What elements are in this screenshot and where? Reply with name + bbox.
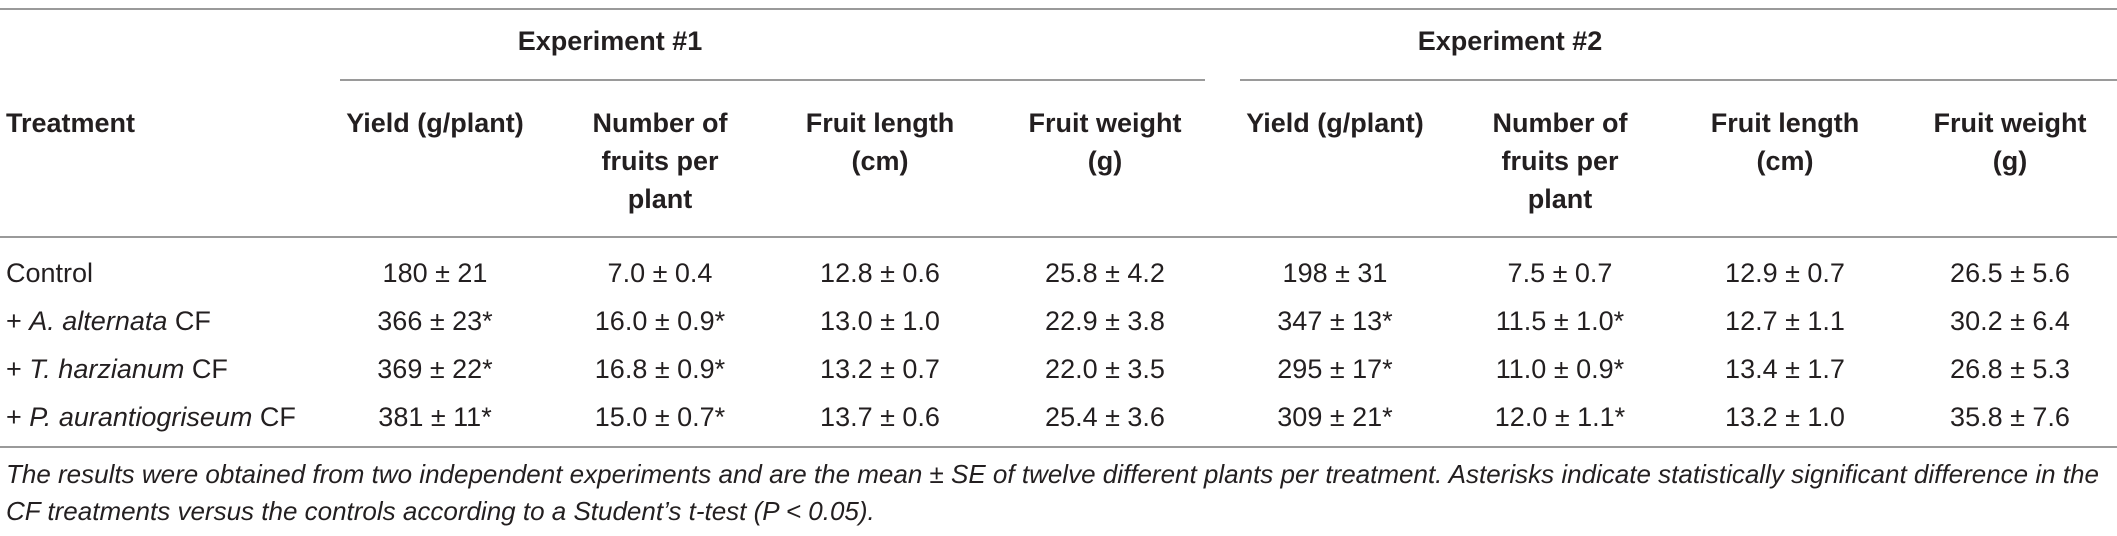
value-cell: 30.2 ± 6.4 — [1950, 306, 2070, 336]
treatment-cell: + T. harzianum CF — [6, 345, 228, 393]
treatment-prefix: + — [6, 402, 30, 432]
experiment-2-rule — [1240, 79, 2117, 81]
col-header-exp2-fruit-weight: Fruit weight (g) — [1933, 108, 2087, 176]
treatment-species: A. alternata — [29, 306, 168, 336]
value-cell: 25.8 ± 4.2 — [1045, 258, 1165, 288]
treatment-prefix: Control — [6, 258, 94, 288]
treatment-species: P. aurantiogriseum — [29, 402, 253, 432]
experiment-2-header: Experiment #2 — [1417, 26, 1603, 56]
value-cell: 12.7 ± 1.1 — [1725, 306, 1845, 336]
value-cell: 13.4 ± 1.7 — [1725, 354, 1845, 384]
col-header-exp2-fruit-length: Fruit length (cm) — [1710, 108, 1860, 176]
value-cell: 22.0 ± 3.5 — [1045, 354, 1165, 384]
col-header-exp2-fruit-number: Number of fruits per plant — [1492, 108, 1628, 214]
col-header-exp1-fruit-number: Number of fruits per plant — [592, 108, 728, 214]
treatment-cell: + P. aurantiogriseum CF — [6, 393, 296, 441]
value-cell: 369 ± 22* — [377, 354, 493, 384]
treatment-cell: + A. alternata CF — [6, 297, 211, 345]
value-cell: 26.5 ± 5.6 — [1950, 258, 2070, 288]
value-cell: 16.8 ± 0.9* — [594, 354, 726, 384]
treatment-suffix: CF — [252, 402, 296, 432]
value-cell: 15.0 ± 0.7* — [594, 402, 726, 432]
treatment-suffix: CF — [167, 306, 211, 336]
value-cell: 7.5 ± 0.7 — [1507, 258, 1613, 288]
col-header-exp1-fruit-length: Fruit length (cm) — [805, 108, 955, 176]
value-cell: 13.0 ± 1.0 — [820, 306, 940, 336]
treatment-column-header: Treatment — [6, 108, 136, 138]
treatment-cell: Control — [6, 249, 93, 297]
value-cell: 13.2 ± 1.0 — [1725, 402, 1845, 432]
value-cell: 366 ± 23* — [377, 306, 493, 336]
col-header-exp1-yield: Yield (g/plant) — [346, 108, 524, 138]
value-cell: 13.7 ± 0.6 — [820, 402, 940, 432]
value-cell: 180 ± 21 — [382, 258, 488, 288]
table-top-rule — [0, 8, 2117, 10]
treatment-species: T. harzianum — [29, 354, 185, 384]
value-cell: 16.0 ± 0.9* — [594, 306, 726, 336]
value-cell: 198 ± 31 — [1282, 258, 1388, 288]
value-cell: 381 ± 11* — [378, 402, 492, 432]
value-cell: 11.0 ± 0.9* — [1495, 354, 1625, 384]
table-bottom-rule — [0, 446, 2117, 448]
value-cell: 309 ± 21* — [1277, 402, 1393, 432]
col-header-exp2-yield: Yield (g/plant) — [1246, 108, 1424, 138]
experiment-1-header: Experiment #1 — [517, 26, 703, 56]
table-row: + T. harzianum CF 369 ± 22* 16.8 ± 0.9* 13.… — [0, 345, 2117, 393]
value-cell: 7.0 ± 0.4 — [607, 258, 713, 288]
value-cell: 35.8 ± 7.6 — [1950, 402, 2070, 432]
value-cell: 22.9 ± 3.8 — [1045, 306, 1165, 336]
table-row: Control 180 ± 21 7.0 ± 0.4 12.8 ± 0.6 25.8 ±… — [0, 249, 2117, 297]
value-cell: 11.5 ± 1.0* — [1495, 306, 1625, 336]
value-cell: 347 ± 13* — [1277, 306, 1393, 336]
value-cell: 295 ± 17* — [1277, 354, 1393, 384]
table-row: + A. alternata CF 366 ± 23* 16.0 ± 0.9* 13.… — [0, 297, 2117, 345]
table-footnote: The results were obtained from two indep… — [6, 459, 2099, 526]
value-cell: 12.9 ± 0.7 — [1725, 258, 1845, 288]
treatment-prefix: + — [6, 306, 30, 336]
value-cell: 12.8 ± 0.6 — [820, 258, 940, 288]
treatment-suffix: CF — [184, 354, 228, 384]
col-header-exp1-fruit-weight: Fruit weight (g) — [1028, 108, 1182, 176]
value-cell: 26.8 ± 5.3 — [1950, 354, 2070, 384]
experiment-1-rule — [340, 79, 1205, 81]
table-row: + P. aurantiogriseum CF 381 ± 11* 15.0 ± 0… — [0, 393, 2117, 441]
treatment-prefix: + — [6, 354, 30, 384]
value-cell: 25.4 ± 3.6 — [1045, 402, 1165, 432]
value-cell: 12.0 ± 1.1* — [1494, 402, 1626, 432]
value-cell: 13.2 ± 0.7 — [820, 354, 940, 384]
header-bottom-rule — [0, 236, 2117, 238]
